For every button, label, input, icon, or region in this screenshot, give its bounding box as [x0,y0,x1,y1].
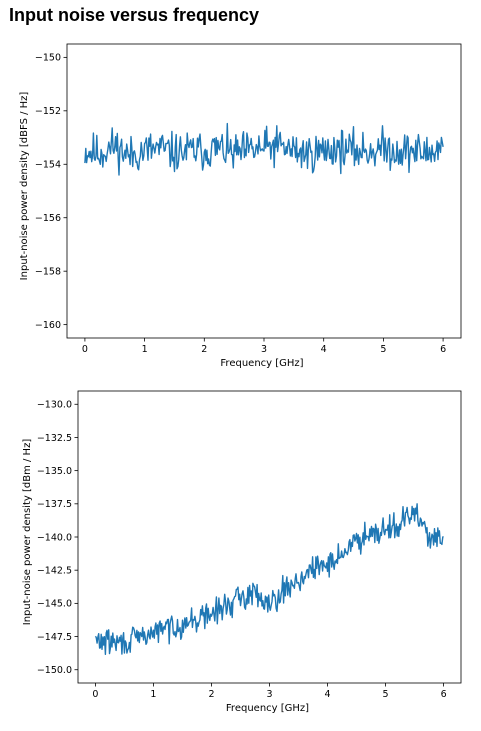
y-tick-label: −150 [35,53,61,64]
plot-frame [77,390,462,684]
y-tick-label: −156 [35,213,61,224]
x-axis-label: Frequency [GHz] [226,703,309,714]
series-line [94,503,444,655]
y-tick-label: −160 [35,320,61,331]
y-tick-label: −137.5 [37,499,72,510]
x-tick-label: 6 [440,344,446,355]
x-tick-label: 1 [142,344,148,355]
y-tick-label: −154 [35,160,61,171]
page-title: Input noise versus frequency [9,5,260,25]
y-tick-label: −152 [35,106,61,117]
x-axis-label: Frequency [GHz] [220,358,303,369]
y-tick-label: −150.0 [37,665,72,676]
x-tick-label: 5 [383,689,389,700]
x-tick-label: 6 [441,689,447,700]
y-tick-label: −132.5 [37,433,72,444]
x-tick-label: 3 [261,344,267,355]
y-tick-label: −142.5 [37,565,72,576]
x-tick-label: 2 [201,344,207,355]
y-tick-label: −135.0 [37,466,72,477]
y-tick-label: −145.0 [37,599,72,610]
y-tick-label: −147.5 [37,632,72,643]
y-tick-label: −140.0 [37,532,72,543]
x-tick-label: 0 [92,689,98,700]
x-tick-label: 4 [321,344,327,355]
chart-input-noise-dbfs: 0 1 2 3 4 5 6 −150 −152 −154 −156 −158 −160 Frequency… [19,43,462,369]
x-tick-label: 4 [325,689,331,700]
y-tick-label: −158 [35,266,61,277]
x-tick-label: 2 [208,689,214,700]
x-tick-label: 1 [150,689,156,700]
x-tick-label: 0 [82,344,88,355]
x-tick-label: 5 [380,344,386,355]
x-tick-label: 3 [266,689,272,700]
y-axis-label: Input-noise power density [dBm / Hz] [22,439,33,626]
y-axis-label: Input-noise power density [dBFS / Hz] [19,92,30,281]
y-tick-label: −130.0 [37,400,72,411]
series-line [84,122,444,176]
